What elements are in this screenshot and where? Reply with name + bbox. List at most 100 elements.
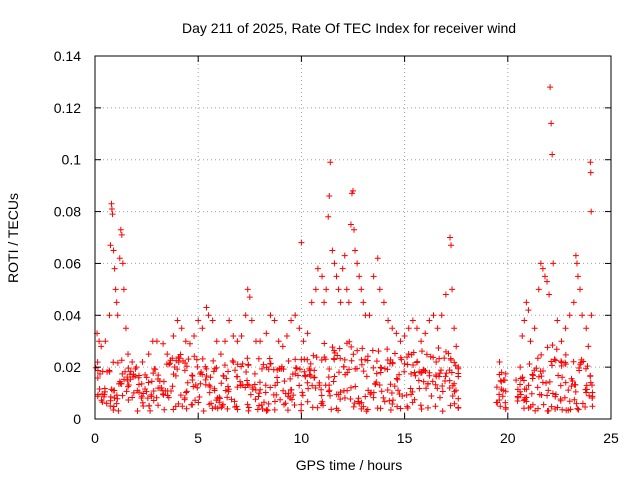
data-point — [291, 402, 298, 409]
data-point — [333, 273, 340, 280]
data-point — [170, 371, 177, 378]
data-point — [345, 299, 352, 306]
data-point — [499, 393, 506, 400]
data-point — [513, 377, 520, 384]
data-point — [523, 299, 530, 306]
data-point — [175, 354, 182, 361]
data-point — [150, 387, 157, 394]
data-point — [304, 330, 311, 337]
x-tick-label: 15 — [397, 430, 413, 446]
data-point — [559, 374, 566, 381]
data-point — [109, 211, 116, 218]
data-point — [195, 399, 202, 406]
data-point — [143, 388, 150, 395]
data-point — [398, 356, 405, 363]
data-point — [238, 363, 245, 370]
data-point — [442, 373, 449, 380]
data-point — [384, 346, 391, 353]
data-point — [582, 403, 589, 410]
data-point — [267, 384, 274, 391]
data-point — [397, 405, 404, 412]
data-point — [533, 365, 540, 372]
data-point — [416, 368, 423, 375]
data-point — [587, 379, 594, 386]
data-point — [155, 402, 162, 409]
plot-frame — [94, 55, 612, 420]
data-point — [534, 355, 541, 362]
data-point — [176, 355, 183, 362]
data-point — [573, 400, 580, 407]
data-point — [94, 367, 101, 374]
data-point — [301, 368, 308, 375]
data-point — [394, 403, 401, 410]
data-point — [418, 348, 425, 355]
data-point — [517, 391, 524, 398]
data-point — [442, 291, 449, 298]
data-point — [314, 265, 321, 272]
data-point — [113, 299, 120, 306]
data-point — [576, 367, 583, 374]
data-point — [271, 398, 278, 405]
data-point — [549, 362, 556, 369]
data-point — [333, 405, 340, 412]
data-point — [123, 388, 130, 395]
data-point — [129, 358, 136, 365]
data-point — [414, 358, 421, 365]
data-point — [146, 403, 153, 410]
data-point — [209, 405, 216, 412]
data-point — [348, 343, 355, 350]
data-point — [299, 392, 306, 399]
data-point — [100, 393, 107, 400]
data-point — [343, 340, 350, 347]
data-point — [354, 347, 361, 354]
data-point — [203, 304, 210, 311]
data-point — [549, 390, 556, 397]
data-point — [259, 405, 266, 412]
data-point — [455, 404, 462, 411]
data-point — [432, 381, 439, 388]
data-point — [352, 247, 359, 254]
data-point — [567, 406, 574, 413]
data-point — [211, 385, 218, 392]
data-point — [434, 385, 441, 392]
data-point — [562, 361, 569, 368]
data-point — [393, 375, 400, 382]
data-point — [155, 372, 162, 379]
data-point — [538, 391, 545, 398]
data-point — [562, 325, 569, 332]
data-point — [500, 377, 507, 384]
data-point — [387, 406, 394, 413]
data-point — [528, 390, 535, 397]
data-point — [148, 378, 155, 385]
data-point — [451, 380, 458, 387]
data-point — [435, 344, 442, 351]
data-point — [244, 286, 251, 293]
data-point — [234, 384, 241, 391]
data-point — [586, 392, 593, 399]
data-point — [575, 406, 582, 413]
data-point — [549, 151, 556, 158]
data-point — [306, 365, 313, 372]
data-point — [172, 403, 179, 410]
data-point — [418, 338, 425, 345]
data-point — [365, 387, 372, 394]
data-point — [397, 338, 404, 345]
data-point — [326, 387, 333, 394]
data-point — [545, 407, 552, 414]
data-point — [389, 401, 396, 408]
data-point — [348, 190, 355, 197]
data-point — [589, 403, 596, 410]
data-point — [213, 364, 220, 371]
data-point — [587, 372, 594, 379]
data-point — [135, 381, 142, 388]
data-point — [110, 247, 117, 254]
data-point — [274, 374, 281, 381]
data-point — [301, 356, 308, 363]
data-point — [589, 389, 596, 396]
data-point — [405, 350, 412, 357]
data-point — [139, 399, 146, 406]
data-point — [436, 370, 443, 377]
data-point — [267, 360, 274, 367]
data-point — [552, 391, 559, 398]
data-point — [191, 353, 198, 360]
